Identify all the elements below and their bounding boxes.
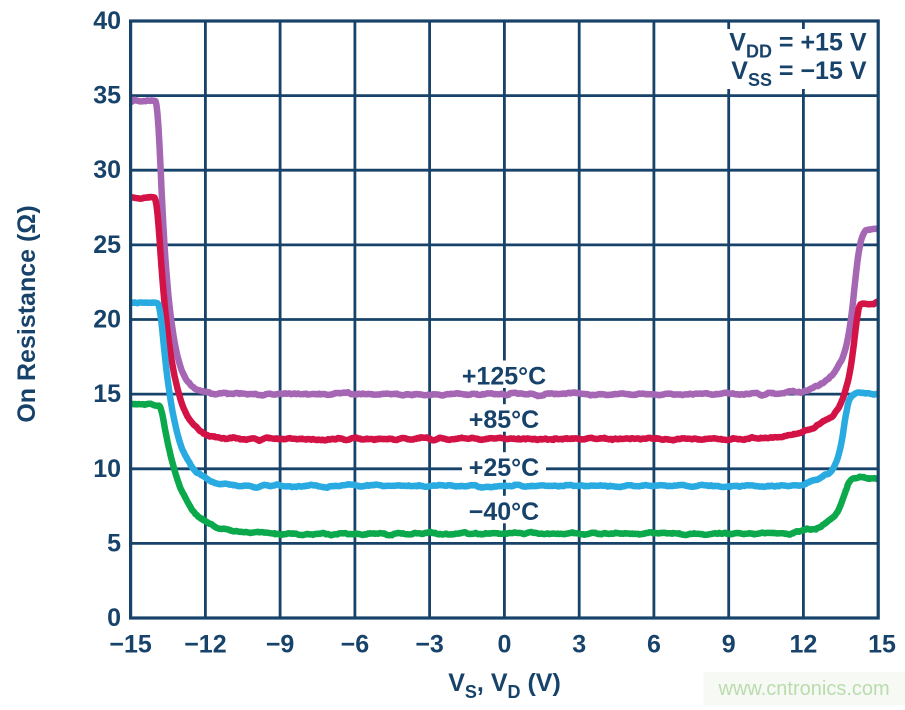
svg-text:10: 10 <box>93 455 121 483</box>
svg-text:−12: −12 <box>184 631 226 659</box>
svg-text:3: 3 <box>572 631 586 659</box>
svg-text:0: 0 <box>497 631 511 659</box>
svg-text:−3: −3 <box>415 631 444 659</box>
svg-text:40: 40 <box>93 7 121 35</box>
svg-text:25: 25 <box>93 231 121 259</box>
svg-text:6: 6 <box>647 631 661 659</box>
svg-text:www.cntronics.com: www.cntronics.com <box>718 678 890 700</box>
svg-text:−6: −6 <box>341 631 370 659</box>
svg-text:−40°C: −40°C <box>469 498 539 526</box>
svg-text:−15: −15 <box>109 631 152 659</box>
svg-text:12: 12 <box>789 631 817 659</box>
svg-text:30: 30 <box>93 156 121 184</box>
svg-text:15: 15 <box>93 380 121 408</box>
svg-text:+125°C: +125°C <box>462 363 546 391</box>
svg-text:35: 35 <box>93 82 121 110</box>
svg-text:+85°C: +85°C <box>469 406 539 434</box>
svg-text:0: 0 <box>107 604 121 632</box>
svg-text:9: 9 <box>722 631 736 659</box>
svg-text:On Resistance (Ω): On Resistance (Ω) <box>13 205 41 422</box>
svg-text:15: 15 <box>868 631 896 659</box>
svg-text:20: 20 <box>93 306 121 334</box>
svg-text:+25°C: +25°C <box>469 454 539 482</box>
svg-text:5: 5 <box>107 529 121 557</box>
svg-text:−9: −9 <box>266 631 295 659</box>
